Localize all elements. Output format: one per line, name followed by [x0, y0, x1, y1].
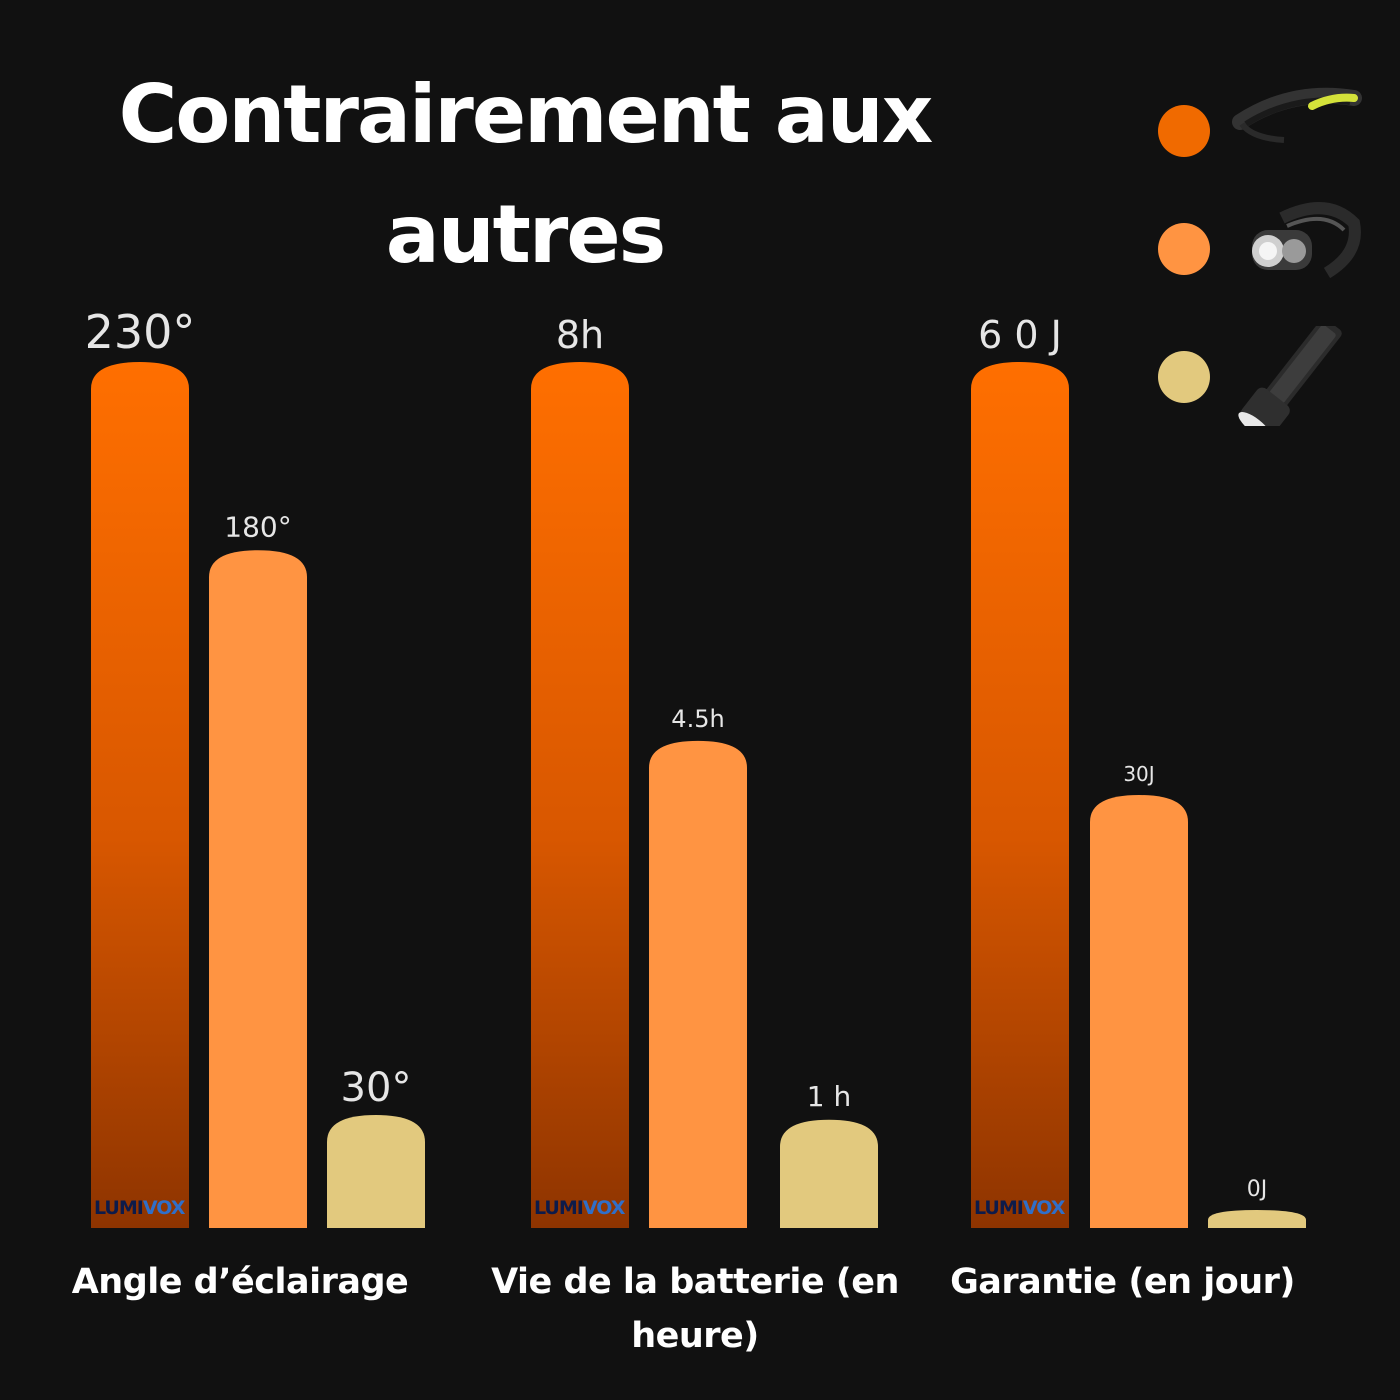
legend-swatch-3: [1158, 351, 1210, 403]
brand-logo-2: LUMIVOX: [534, 1197, 626, 1219]
value-label-2-2: 4.5h: [671, 705, 724, 733]
legend-item-lumivox: [1150, 80, 1380, 180]
chart-title: Contrairement aux autres: [118, 68, 934, 281]
brand-logo-1: LUMIVOX: [94, 1197, 186, 1219]
value-label-1-3: 30°: [341, 1065, 412, 1111]
category-label-2: Vie de la batterie (en heure): [491, 1262, 899, 1356]
brand-logo-3: LUMIVOX: [974, 1197, 1066, 1219]
value-label-3-3: 0J: [1247, 1177, 1268, 1202]
legend-item-flashlight: [1150, 326, 1380, 426]
value-label-1-1: 230°: [85, 305, 196, 359]
value-label-2-3: 1 h: [807, 1080, 851, 1113]
bar-1-1: [91, 362, 189, 1228]
headlamp-icon: [1252, 202, 1361, 279]
bar-2-2: [649, 740, 747, 1228]
bar-3-2: [1090, 795, 1188, 1228]
legend-swatch-2: [1158, 223, 1210, 275]
legend-swatch-1: [1158, 105, 1210, 157]
bar-2-3: [780, 1119, 878, 1228]
bar-1-3: [327, 1115, 425, 1228]
value-label-1-2: 180°: [224, 510, 291, 543]
legend-item-headlamp: [1150, 198, 1380, 298]
category-label-3: Garantie (en jour): [950, 1262, 1295, 1302]
flashlight-icon: [1238, 326, 1342, 426]
value-label-2-1: 8h: [556, 313, 604, 357]
bar-1-2: [209, 550, 307, 1228]
bar-2-1: [531, 362, 629, 1228]
bar-3-1: [971, 362, 1069, 1228]
value-label-3-2: 30J: [1123, 762, 1154, 786]
bar-3-3: [1208, 1210, 1306, 1228]
led-strip-headlamp-icon: [1232, 87, 1362, 143]
category-label-1: Angle d’éclairage: [71, 1262, 409, 1302]
value-label-3-1: 6 0 J: [978, 313, 1062, 357]
